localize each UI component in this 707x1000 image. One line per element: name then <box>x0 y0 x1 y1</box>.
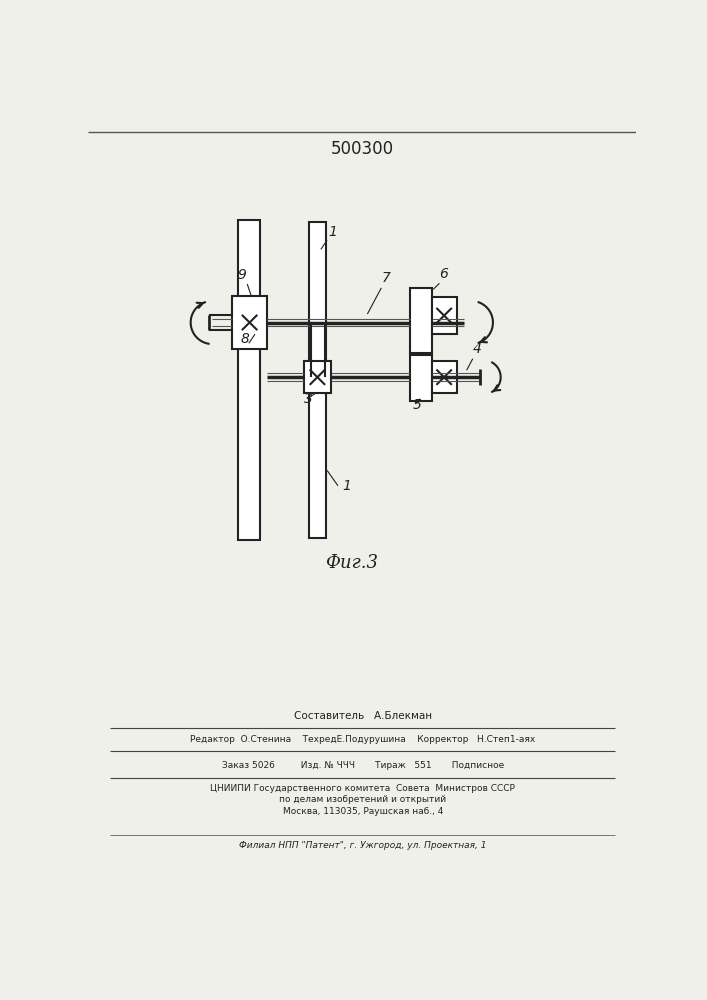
Bar <box>432 361 457 393</box>
Text: Редактор  О.Стенина    ТехредЕ.Подурушина    Корректор   Н.Степ1-аях: Редактор О.Стенина ТехредЕ.Подурушина Ко… <box>190 735 535 744</box>
Text: 9: 9 <box>237 268 246 282</box>
Text: Заказ 5026         Изд. № ЧЧЧ       Тираж   551       Подписное: Заказ 5026 Изд. № ЧЧЧ Тираж 551 Подписно… <box>221 761 504 770</box>
Bar <box>410 355 432 401</box>
Text: 4: 4 <box>473 342 481 356</box>
Text: 1: 1 <box>329 225 337 238</box>
Text: 1: 1 <box>343 479 351 493</box>
Bar <box>309 222 327 538</box>
Bar <box>410 288 432 353</box>
Bar <box>304 361 331 393</box>
Text: 500300: 500300 <box>331 140 395 158</box>
Text: Филиал НПП "Патент", г. Ужгород, ул. Проектная, 1: Филиал НПП "Патент", г. Ужгород, ул. Про… <box>239 841 486 850</box>
Text: Москва, 113035, Раушская наб., 4: Москва, 113035, Раушская наб., 4 <box>283 807 443 816</box>
Text: 3: 3 <box>304 392 312 406</box>
Text: по делам изобретений и открытий: по делам изобретений и открытий <box>279 795 446 804</box>
Text: 7: 7 <box>381 271 390 285</box>
Text: 8: 8 <box>240 332 249 346</box>
Bar <box>238 220 259 540</box>
Text: Составитель   А.Блекман: Составитель А.Блекман <box>293 711 432 721</box>
Text: Фиг.3: Фиг.3 <box>325 554 378 572</box>
Text: 5: 5 <box>412 398 421 412</box>
Text: ЦНИИПИ Государственного комитета  Совета  Министров СССР: ЦНИИПИ Государственного комитета Совета … <box>210 784 515 793</box>
Bar <box>232 296 267 349</box>
Text: 6: 6 <box>440 267 448 281</box>
Bar <box>432 297 457 334</box>
